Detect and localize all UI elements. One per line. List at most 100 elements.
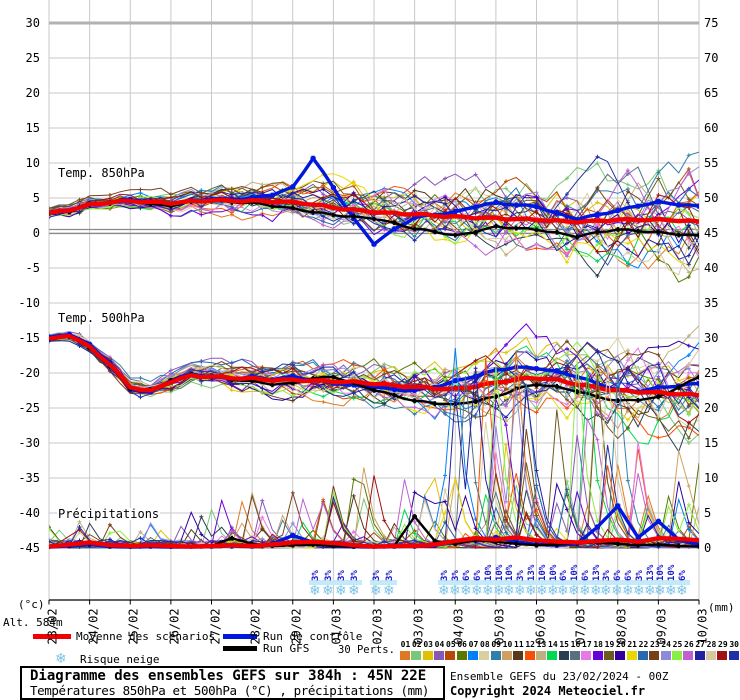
snow-risk-percent: 10% [656,564,666,581]
snow-risk-band [370,580,397,585]
snowflake-icon: ❄ [309,583,321,599]
pert-number: 10 [502,640,513,649]
pert-color-swatch [638,651,648,660]
y-right-tick: 60 [704,121,719,135]
pert-color-swatch [400,651,410,660]
pert-number: 03 [423,640,433,649]
y-right-tick: 65 [704,86,719,100]
snowflake-icon: ❄ [503,583,515,599]
snowflake-icon: ❄ [676,583,688,599]
snow-risk-percent: 3% [516,570,526,581]
x-date-label: 26/02 [167,608,182,645]
snow-risk-band [438,580,604,585]
y-right-tick: 10 [704,471,719,485]
pert-number: 17 [582,640,592,649]
pert-number: 04 [434,640,445,649]
pert-color-swatch [717,651,728,660]
pert-number: 11 [514,640,524,649]
y-left-tick: 5 [32,191,40,205]
pert-number: 06 [457,640,467,649]
copyright: Copyright 2024 Meteociel.fr [450,684,646,698]
pert-number: 30 [729,640,739,649]
panel-label-850hpa: Temp. 850hPa [57,166,146,180]
pert-color-swatch [660,651,671,660]
x-date-label: 27/02 [208,608,222,645]
legend-perts-label: 30 Perts. [338,644,395,656]
snowflake-icon: ❄ [579,583,591,599]
snow-risk-percent: 3% [337,570,347,581]
pert-number: 08 [480,640,490,649]
pert-color-swatch [706,651,716,660]
snow-risk-percent: 3% [440,570,450,581]
pert-color-swatch [547,651,558,660]
snow-risk-percent: 6% [613,570,623,581]
snowflake-icon: ❄ [622,583,634,599]
snowflake-icon: ❄ [557,583,569,599]
pert-color-swatch [581,651,592,660]
pert-number: 23 [650,640,660,649]
snowflake-icon: ❄ [514,583,526,599]
pert-color-swatch [456,651,467,660]
pert-color-swatch [536,651,546,660]
snow-risk-percent: 3% [385,570,395,581]
y-right-tick: 25 [704,366,719,380]
snowflake-icon: ❄ [633,583,645,599]
snow-risk-percent: 6% [678,570,688,581]
snow-risk-percent: 3% [350,570,360,581]
snowflake-icon: ❄ [460,583,472,599]
pert-color-swatch [513,651,524,660]
snow-risk-band [600,580,690,585]
y-left-tick: 0 [32,226,40,240]
y-left-tick: -30 [18,436,40,450]
y-right-tick: 50 [704,191,719,205]
y-left-tick: 15 [25,121,40,135]
y-right-tick: 45 [704,226,719,240]
pert-number: 09 [491,640,501,649]
pert-number: 14 [548,640,558,649]
pert-color-swatch [490,651,501,660]
snowflake-icon: ❄ [322,583,334,599]
ensemble-mean-line [49,535,699,549]
snow-risk-percent: 10% [538,564,548,581]
y-left-tick: 30 [25,16,40,30]
pert-number: 25 [672,640,683,649]
diagram-title: Diagramme des ensembles GEFS sur 384h : … [30,668,427,684]
pert-color-swatch [411,651,422,660]
pert-color-swatch [502,651,512,660]
snow-risk-percent: 10% [505,564,515,581]
y-left-tick: -45 [18,541,40,555]
legend-control-label: Run de contrôle [263,630,363,643]
y-right-tick: 35 [704,296,719,310]
pert-number: 18 [593,640,603,649]
snowflake-icon: ❄ [665,583,677,599]
y-left-tick: -20 [18,366,40,380]
y-left-tick: 20 [25,86,40,100]
pert-number: 29 [718,640,728,649]
legend-gfs-label: Run GFS [263,642,310,655]
snow-risk-percent: 3% [635,570,645,581]
snowflake-icon: ❄ [335,583,347,599]
snow-risk-percent: 3% [451,570,461,581]
snow-risk-percent: 3% [372,570,382,581]
y-left-tick: -40 [18,506,40,520]
x-date-label: 02/03 [370,608,385,645]
pert-number: 05 [446,640,456,649]
pert-color-swatch [445,651,456,660]
x-date-label: 28/02 [248,608,263,645]
snowflake-icon: ❄ [471,583,483,599]
y-right-tick: 5 [704,506,712,520]
diagram-subtitle: Températures 850hPa et 500hPa (°C) , pré… [30,683,430,698]
pert-color-swatch [649,651,660,660]
y-right-tick: 70 [704,51,719,65]
pert-number: 27 [695,640,705,649]
pert-number: 20 [616,640,626,649]
pert-color-swatch [434,651,444,660]
y-left-tick: 25 [25,51,40,65]
right-axis-unit: (mm) [708,601,735,614]
snow-risk-percent: 6% [581,570,591,581]
snowflake-icon: ❄ [482,583,494,599]
snowflake-icon: ❄ [654,583,666,599]
snow-risk-percent: 3% [311,570,321,581]
pert-color-swatch [615,651,626,660]
pert-number: 12 [525,640,535,649]
